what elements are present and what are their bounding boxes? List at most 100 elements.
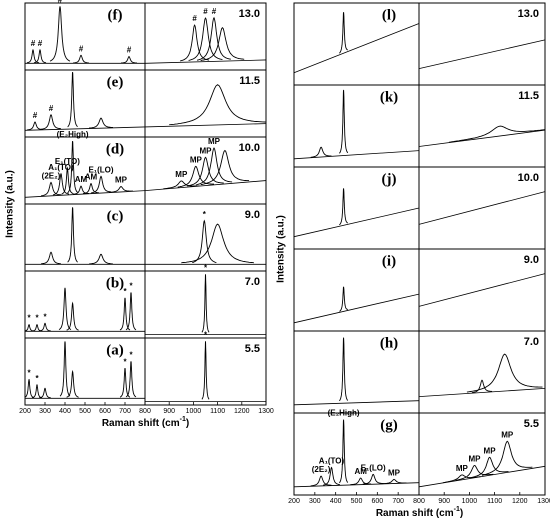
peak — [32, 323, 42, 332]
x-axis-label: Raman shift (cm-1) — [376, 506, 463, 518]
peak-label: # — [31, 39, 36, 48]
peak — [119, 297, 131, 331]
peak — [471, 379, 493, 394]
peak — [125, 361, 137, 398]
x-tick-label: 400 — [330, 498, 342, 505]
peak — [40, 181, 61, 197]
x-tick-label: 800 — [413, 498, 425, 505]
x-tick-label: 200 — [288, 498, 300, 505]
baseline — [144, 123, 267, 128]
peak — [52, 172, 69, 196]
x-tick-label: 1100 — [487, 498, 502, 505]
panel-letter: (k) — [380, 89, 398, 105]
panel-letter: (j) — [382, 171, 397, 187]
peak-label: MP — [175, 170, 188, 179]
x-tick-label: 1200 — [234, 408, 250, 415]
peak — [89, 253, 113, 265]
baseline — [418, 273, 546, 307]
baseline — [293, 482, 420, 488]
peak — [39, 387, 51, 399]
panel-value: 5.5 — [245, 343, 260, 355]
panel — [293, 166, 420, 250]
peak-label: E₁(LO) — [88, 165, 113, 174]
peak — [163, 180, 200, 190]
x-tick-label: 700 — [119, 408, 131, 415]
x-tick-label: 300 — [39, 408, 51, 415]
baseline — [24, 126, 146, 131]
panel-value: 9.0 — [245, 209, 260, 221]
panel — [24, 270, 146, 339]
peak — [180, 24, 210, 62]
x-axis-label-part: ) — [460, 508, 463, 518]
peak — [119, 368, 131, 398]
baseline — [418, 191, 546, 225]
peak — [310, 475, 332, 487]
peak — [187, 156, 224, 187]
peak-label: AM — [75, 175, 88, 184]
peak-label: # — [192, 14, 197, 23]
x-tick-label: 600 — [371, 498, 383, 505]
peak-label: E₁(LO) — [361, 463, 386, 472]
peak — [339, 188, 348, 226]
peak-label: # — [79, 44, 84, 53]
x-tick-label: 900 — [438, 498, 450, 505]
peak — [192, 219, 217, 264]
peak — [323, 466, 340, 486]
peak — [201, 341, 210, 400]
panel — [144, 337, 267, 406]
panel-value: 7.0 — [524, 336, 539, 348]
peak — [442, 474, 481, 484]
peak-label: (2E₂) — [312, 465, 331, 474]
y-axis-label: Intensity (a.u.) — [5, 170, 16, 238]
panel-value: 7.0 — [245, 276, 260, 288]
peak — [24, 323, 34, 332]
peak-label: * — [35, 314, 39, 323]
x-axis-label: Raman shift (cm-1) — [102, 416, 189, 429]
x-tick-label: 1000 — [462, 498, 478, 505]
peak-label: A₁(TO) — [319, 457, 345, 466]
peak-label: (E₂High) — [57, 130, 89, 139]
x-tick-label: 400 — [59, 408, 71, 415]
peak-label: AM — [85, 173, 98, 182]
peak — [200, 149, 250, 186]
peak — [66, 369, 79, 398]
peak — [24, 378, 35, 398]
x-tick-label: 800 — [139, 408, 151, 415]
peak-label: MP — [200, 147, 213, 156]
panel-letter: (a) — [106, 342, 124, 358]
panel — [293, 2, 420, 86]
panel-letter: (f) — [108, 7, 123, 23]
peak-label: (2E₂) — [42, 172, 61, 181]
peak — [38, 322, 52, 332]
panel-value: 9.0 — [524, 254, 539, 266]
peak-label: * — [123, 287, 127, 296]
panel — [293, 330, 420, 414]
peak — [49, 6, 71, 62]
peak-label: * — [27, 314, 31, 323]
baseline — [293, 400, 420, 406]
panel-letter: (d) — [106, 141, 124, 157]
peak — [481, 440, 533, 476]
x-tick-label: 1100 — [210, 408, 225, 415]
peak-label: * — [203, 210, 207, 219]
panel — [24, 203, 146, 272]
peak-label: * — [204, 330, 208, 339]
peak — [455, 465, 494, 481]
baseline — [418, 39, 546, 69]
x-tick-label: 1200 — [512, 498, 528, 505]
x-tick-label: 300 — [309, 498, 321, 505]
peak-label: MP — [468, 455, 481, 464]
peak-label: * — [129, 351, 133, 360]
x-tick-label: 900 — [163, 408, 175, 415]
panel-value: 10.0 — [239, 142, 260, 154]
panel-letter: (i) — [382, 253, 396, 269]
peak — [350, 477, 372, 486]
peak — [310, 146, 332, 158]
peak — [121, 56, 137, 64]
panel — [418, 412, 546, 496]
x-tick-label: 1300 — [537, 498, 550, 505]
x-tick-label: 600 — [99, 408, 111, 415]
peak-label: E₁(TO) — [55, 157, 80, 166]
x-axis-label-part: Raman shift (cm — [102, 418, 180, 429]
peak — [339, 419, 349, 484]
